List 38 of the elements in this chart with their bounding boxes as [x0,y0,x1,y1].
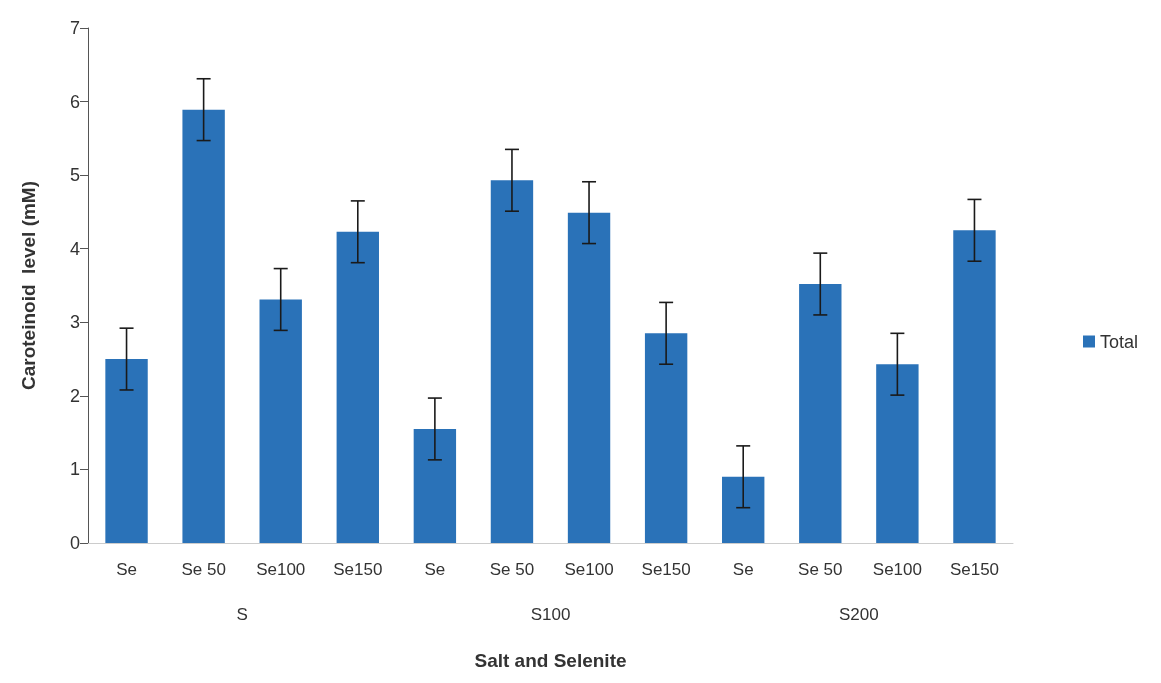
text: S200 [838,605,879,624]
y-tick-label: 5 [69,165,80,186]
x-tick-label: Se 50 [489,560,535,579]
text: S100 [530,605,571,624]
x-tick-label: Se [732,560,754,579]
bar [644,333,688,543]
x-axis-title: Salt and Selenite [474,650,627,671]
y-axis-title: Caroteinoid level (mM) [18,180,39,391]
y-tick-label: 6 [69,91,80,112]
x-tick-label: Se [116,560,137,579]
bar [259,299,302,543]
y-tick-label: 1 [69,459,80,480]
bar [336,231,379,543]
x-tick-label: Se150 [641,560,691,579]
bar [567,212,611,543]
x-tick-label: Se150 [949,560,1000,579]
bar [413,428,457,543]
y-tick-label: 0 [69,533,80,553]
bar [876,364,919,543]
y-tick-label: 3 [69,312,80,333]
x-tick-label: Se150 [333,560,383,579]
bar [953,230,996,543]
y-tick-label: 2 [69,385,80,406]
y-tick-label: 7 [69,18,80,38]
x-tick-label: Se100 [872,560,922,579]
x-tick-label: Se100 [256,560,306,579]
x-tick-label: Se100 [564,560,614,579]
legend-label: Total [1099,331,1139,352]
text: S [236,605,248,624]
bar [799,284,842,543]
x-tick-label: Se 50 [798,560,843,579]
x-tick-label: Se 50 [181,560,226,579]
y-tick-label: 4 [69,238,80,259]
bar [105,359,148,543]
bar [722,476,765,543]
bar [182,109,225,543]
bar [490,180,534,543]
x-tick-label: Se [424,560,446,579]
